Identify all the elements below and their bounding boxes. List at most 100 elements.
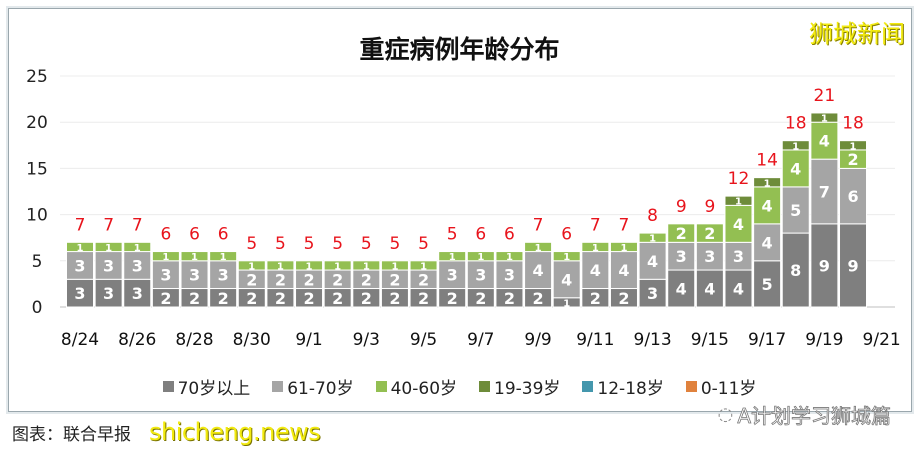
segment-label: 1 [105,243,112,254]
segment-label: 4 [647,252,658,271]
bar-segment [810,121,839,160]
segment-label: 1 [449,252,456,263]
bar-segment [638,278,667,308]
segment-label: 2 [389,289,400,308]
bar-segment [810,112,839,123]
total-label: 8 [647,206,658,226]
total-label: 7 [75,215,86,235]
segment-label: 3 [218,266,229,285]
total-label: 7 [619,215,630,235]
bar-segment [495,260,524,290]
x-tick-label: 9/21 [863,330,901,350]
bar-segment [209,260,238,290]
legend-label: 0-11岁 [700,379,757,399]
segment-label: 3 [160,266,171,285]
segment-label: 9 [847,256,858,275]
bar-segment [839,167,868,225]
chart-title: 重症病例年龄分布 [359,35,560,64]
segment-label: 2 [475,289,486,308]
x-tick-label: 9/13 [634,330,672,350]
x-tick-label: 9/17 [748,330,786,350]
source-caption: 图表：联合早报 [12,424,131,445]
segment-label: 1 [506,252,513,263]
total-label: 18 [842,114,864,134]
x-tick-label: 9/15 [691,330,729,350]
segment-label: 3 [132,256,143,275]
segment-label: 1 [563,252,570,263]
total-label: 6 [475,225,486,245]
legend: 70岁以上 61-70岁 40-60岁 19-39岁 12-18岁 0-11岁 [0,374,919,399]
segment-label: 2 [847,150,858,169]
segment-label: 2 [590,289,601,308]
segment-label: 2 [418,270,429,289]
bar-segment [695,223,724,243]
segment-label: 2 [447,289,458,308]
legend-label: 40-60岁 [390,379,458,399]
bar-segment [695,269,724,308]
total-label: 5 [332,234,343,254]
segment-label: 4 [733,215,744,234]
x-tick-label: 9/7 [467,330,494,350]
bar-segment [667,241,696,271]
total-label: 18 [785,114,807,134]
segment-label: 2 [418,289,429,308]
legend-swatch [272,381,284,392]
bar-segment [380,260,409,271]
bar-segment [839,223,868,308]
legend-item: 0-11岁 [685,374,757,399]
segment-label: 5 [790,201,801,220]
segment-label: 4 [762,196,773,215]
bar-segment [609,251,638,290]
segment-label: 3 [447,266,458,285]
bar-segment [524,251,553,290]
segment-label: 1 [134,243,141,254]
segment-label: 2 [389,270,400,289]
segment-label: 1 [764,178,771,189]
segment-label: 1 [363,261,370,272]
legend-item: 61-70岁 [272,374,354,399]
bar-segment [466,260,495,290]
wechat-account: ◌ A计划学习狮城篇 [718,400,892,429]
legend-label: 70岁以上 [177,379,251,399]
bar-segment [66,241,94,253]
segment-label: 4 [704,280,715,299]
segment-label: 1 [391,261,398,272]
y-tick-label: 5 [32,252,43,272]
segment-label: 1 [420,261,427,272]
bar-segment [524,241,553,253]
x-tick-label: 9/3 [353,330,380,350]
total-label: 7 [132,215,143,235]
segment-label: 4 [733,280,744,299]
bar-segment [839,140,868,151]
total-label: 5 [447,225,458,245]
segment-label: 2 [246,270,257,289]
bar-segment [495,251,524,262]
total-label: 6 [561,225,572,245]
legend-swatch [479,381,491,392]
legend-item: 12-18岁 [582,374,664,399]
y-tick-label: 10 [26,206,48,226]
legend-label: 12-18岁 [597,379,664,399]
segment-label: 1 [77,243,84,254]
bar-segment [581,241,610,253]
segment-label: 1 [277,261,284,272]
legend-swatch [582,381,594,392]
segment-label: 3 [647,284,658,303]
total-label: 9 [676,197,687,217]
segment-label: 2 [275,270,286,289]
segment-label: 2 [361,270,372,289]
segment-label: 2 [332,270,343,289]
segment-label: 4 [790,159,801,178]
segment-label: 1 [248,261,255,272]
segment-label: 3 [189,266,200,285]
segment-label: 4 [533,261,544,280]
y-tick-label: 20 [26,113,48,133]
bar-segment [638,232,667,243]
bar-segment [781,140,810,151]
segment-label: 2 [676,224,687,243]
legend-item: 40-60岁 [375,374,458,399]
total-label: 5 [418,234,429,254]
bar-segment [352,260,381,271]
total-label: 6 [218,225,229,245]
